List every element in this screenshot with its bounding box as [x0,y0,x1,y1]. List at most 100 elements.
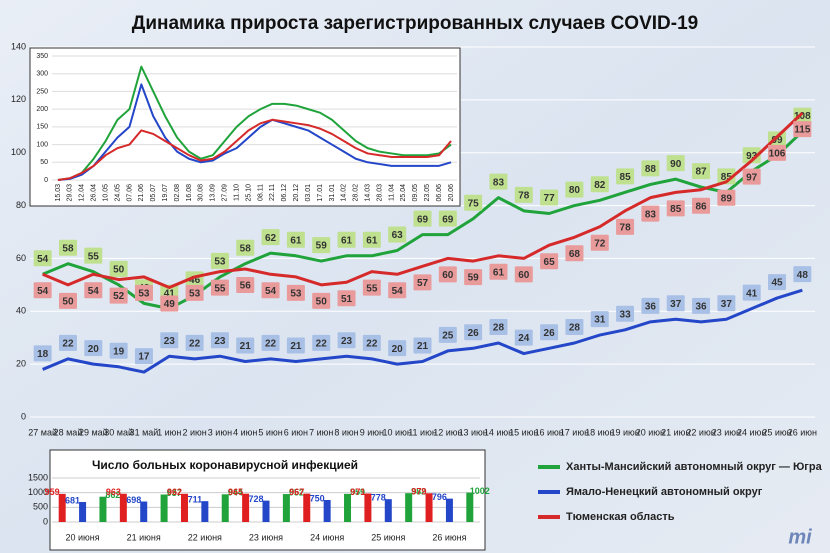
data-label-box [413,210,432,227]
data-label: 78 [620,222,632,233]
data-label: 54 [88,286,100,297]
data-label: 54 [392,286,404,297]
data-label: 53 [290,289,302,300]
data-label: 61 [341,235,353,246]
data-label-box [438,326,457,343]
x-tick-label: 14.03 [365,184,372,202]
x-tick-label: 20.06 [448,184,455,202]
data-label-box [312,237,331,254]
y-tick-label: 200 [36,106,48,113]
data-label: 967 [289,487,304,497]
x-tick-label: 23 июня [249,532,283,542]
bar [425,493,433,522]
data-label-box [337,231,356,248]
x-tick-label: 22 июня [188,532,222,542]
data-label: 68 [569,249,581,260]
y-tick-label: 100 [11,147,26,157]
data-label-box [261,282,280,299]
x-tick-label: 14 июн [484,427,513,437]
data-label: 982 [411,487,426,497]
data-label-box [489,263,508,280]
data-label: 50 [113,264,125,275]
x-tick-label: 1 июн [157,427,181,437]
x-tick-label: 4 июн [233,427,257,437]
series-line [42,111,804,289]
x-tick-label: 07.06 [126,184,133,202]
x-tick-label: 12.04 [79,184,86,202]
data-label: 48 [797,270,809,281]
x-tick-label: 21.06 [138,184,145,202]
bar [180,493,188,522]
data-label: 83 [493,177,505,188]
data-label: 728 [248,494,263,504]
data-label-box [742,284,761,301]
data-label: 50 [316,296,328,307]
bar [79,502,87,522]
bar [384,499,392,522]
x-tick-label: 24 июн [737,427,766,437]
x-tick-label: 06.12 [281,184,288,202]
x-tick-label: 02.08 [174,184,181,202]
data-label: 23 [341,336,353,347]
x-tick-label: 31 май [130,427,159,437]
data-label: 46 [189,275,201,286]
x-tick-label: 2 июн [182,427,206,437]
x-tick-label: 22 июн [686,427,715,437]
y-tick-label: 40 [16,306,26,316]
x-tick-label: 13.09 [210,184,217,202]
data-label-box [641,297,660,314]
data-label-box [616,218,635,235]
x-tick-label: 24 июня [310,532,344,542]
data-label: 53 [214,257,226,268]
x-tick-label: 23 июн [712,427,741,437]
bar [344,493,352,522]
x-tick-label: 25.10 [245,184,252,202]
data-label: 979 [412,487,427,497]
data-label: 698 [126,495,141,505]
data-label-box [438,210,457,227]
x-tick-label: 26 июня [432,532,466,542]
data-label: 115 [794,125,811,136]
data-label: 53 [189,289,201,300]
data-label: 85 [620,172,632,183]
data-label-box [134,284,153,301]
data-label: 28 [493,323,505,334]
data-label: 88 [645,164,657,175]
data-label: 21 [290,341,302,352]
series-line [57,83,452,181]
data-label: 21 [417,341,429,352]
logo: mi [788,526,812,548]
data-label: 862 [105,490,120,500]
x-tick-label: 28.03 [376,184,383,202]
data-label: 93 [746,151,758,162]
data-label-box [362,334,381,351]
data-label: 62 [265,233,277,244]
x-tick-label: 13 июн [459,427,488,437]
data-label: 681 [65,495,80,505]
data-label: 59 [468,273,480,284]
y-tick-label: 1500 [28,472,48,482]
data-label: 63 [392,230,404,241]
data-label: 59 [316,241,328,252]
data-label-box [160,295,179,312]
data-label-box [362,279,381,296]
data-label: 53 [138,289,150,300]
y-tick-label: 60 [16,253,26,263]
y-tick-label: 0 [43,516,48,526]
data-label: 952 [289,487,304,497]
data-label: 61 [290,235,302,246]
x-tick-label: 03.01 [305,184,312,202]
data-label-box [692,297,711,314]
data-label: 36 [695,301,707,312]
data-label-box [742,168,761,185]
x-tick-label: 28.02 [353,184,360,202]
data-label-box [58,292,77,309]
x-tick-label: 31.01 [329,184,336,202]
x-tick-label: 10.05 [102,184,109,202]
data-label-box [413,274,432,291]
data-label-box [692,197,711,214]
x-tick-label: 20 июн [636,427,665,437]
data-label: 962 [167,487,182,497]
data-label: 85 [670,204,682,215]
x-tick-label: 18 июн [585,427,614,437]
